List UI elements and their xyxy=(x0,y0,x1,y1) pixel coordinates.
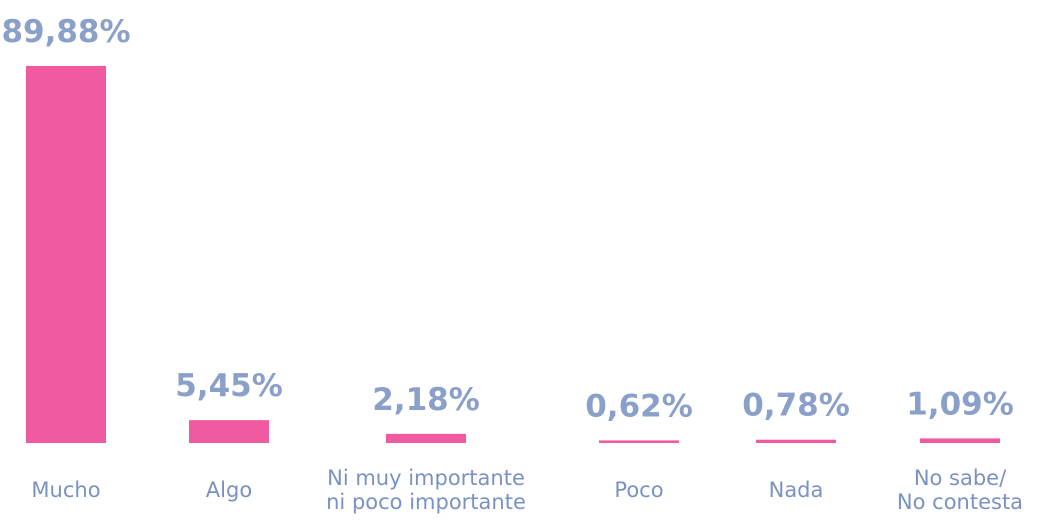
value-label: 1,09% xyxy=(906,386,1014,422)
x-tick-label: Poco xyxy=(614,478,664,502)
bar xyxy=(920,438,1000,443)
x-tick-label: Ni muy importante ni poco importante xyxy=(326,466,526,514)
bar xyxy=(756,439,836,443)
value-label: 89,88% xyxy=(1,14,130,50)
bar xyxy=(189,420,269,443)
bar xyxy=(386,433,466,443)
bar xyxy=(26,65,106,443)
value-label: 0,78% xyxy=(742,388,850,424)
value-label: 2,18% xyxy=(372,382,480,418)
x-tick-label: Algo xyxy=(205,478,253,502)
x-tick-label: Mucho xyxy=(31,478,101,502)
value-label: 5,45% xyxy=(175,368,283,404)
value-label: 0,62% xyxy=(585,388,693,424)
x-tick-label: No sabe/ No contesta xyxy=(896,466,1024,514)
bar xyxy=(599,440,679,443)
x-tick-label: Nada xyxy=(768,478,824,502)
